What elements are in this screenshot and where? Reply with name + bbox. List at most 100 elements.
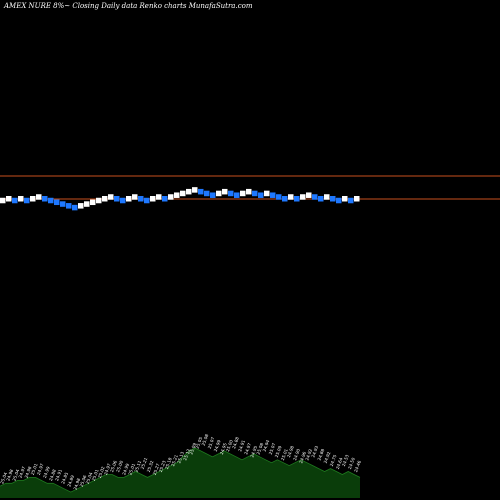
volume-label-5: 25.01 [30, 462, 39, 475]
volume-label-43: 24.94 [262, 439, 271, 452]
brick-9 [54, 199, 60, 206]
volume-label-46: 25.01 [280, 448, 289, 461]
brick-11 [66, 203, 72, 209]
brick-31 [186, 188, 192, 195]
volume-label-33: 25.08 [201, 433, 210, 446]
volume-label-58: 24.46 [353, 460, 362, 473]
brick-27 [162, 196, 168, 202]
brick-6 [36, 194, 42, 200]
volume-label-25: 25.27 [152, 462, 161, 475]
brick-0 [0, 197, 6, 204]
brick-16 [96, 197, 102, 204]
brick-43 [258, 192, 264, 198]
brick-22 [132, 194, 138, 200]
volume-label-48: 24.90 [292, 448, 301, 461]
volume-label-47: 24.98 [286, 445, 295, 458]
volume-label-50: 24.92 [304, 448, 313, 461]
brick-50 [300, 194, 306, 200]
volume-label-28: 25.21 [170, 454, 179, 467]
volume-label-55: 24.64 [335, 457, 344, 470]
volume-label-11: 24.89 [66, 474, 75, 487]
volume-label-38: 24.88 [231, 436, 240, 449]
brick-55 [330, 196, 336, 202]
brick-19 [114, 196, 120, 202]
volume-label-49: 24.96 [298, 451, 307, 464]
brick-7 [42, 196, 48, 202]
brick-18 [108, 194, 114, 200]
volume-label-44: 25.07 [268, 442, 277, 455]
volume-label-32: 25.05 [194, 436, 203, 449]
brick-24 [144, 197, 150, 204]
volume-label-22: 25.11 [133, 460, 142, 473]
volume-label-36: 24.95 [219, 442, 228, 455]
brick-8 [48, 197, 54, 204]
brick-49 [294, 196, 300, 202]
volume-label-4: 24.98 [24, 465, 33, 478]
volume-label-30: 25.12 [182, 448, 191, 461]
volume-label-35: 24.99 [213, 439, 222, 452]
volume-labels: 25.0424.9825.0424.9724.9825.0124.9724.99… [0, 433, 362, 490]
brick-17 [102, 196, 108, 202]
brick-23 [138, 196, 144, 202]
brick-14 [84, 201, 90, 207]
brick-4 [24, 197, 30, 204]
volume-label-2: 25.04 [11, 468, 20, 481]
brick-25 [150, 196, 156, 202]
brick-44 [264, 190, 270, 197]
chart-title: AMEX NURE 8%~ Closing Daily data Renko c… [3, 2, 253, 10]
volume-label-42: 25.08 [256, 442, 265, 455]
brick-20 [120, 197, 126, 204]
volume-label-10: 24.85 [60, 471, 69, 484]
volume-label-13: 25.06 [79, 474, 88, 487]
volume-label-51: 24.93 [310, 445, 319, 458]
brick-35 [210, 192, 216, 198]
volume-label-7: 24.99 [42, 465, 51, 478]
volume-label-34: 25.07 [207, 436, 216, 449]
volume-label-23: 25.21 [140, 457, 149, 470]
volume-label-41: 24.95 [249, 445, 258, 458]
volume-fill [0, 448, 360, 498]
volume-label-26: 25.23 [158, 460, 167, 473]
volume-label-54: 24.75 [329, 454, 338, 467]
brick-3 [18, 196, 24, 202]
brick-40 [240, 190, 246, 197]
brick-21 [126, 196, 132, 202]
brick-12 [72, 204, 78, 211]
volume-label-21: 25.01 [127, 462, 136, 475]
volume-label-17: 24.97 [103, 462, 112, 475]
volume-label-14: 25.04 [85, 471, 94, 484]
brick-54 [324, 194, 330, 200]
brick-42 [252, 190, 258, 197]
renko-bricks [0, 187, 360, 211]
volume-line [0, 447, 361, 493]
volume-label-1: 24.98 [5, 468, 14, 481]
volume-area [0, 447, 361, 498]
brick-28 [168, 194, 174, 200]
reference-lines [0, 175, 500, 200]
volume-label-31: 25.09 [188, 442, 197, 455]
brick-52 [312, 194, 318, 200]
volume-label-45: 25.09 [274, 445, 283, 458]
volume-label-56: 24.53 [341, 454, 350, 467]
brick-57 [342, 196, 348, 202]
volume-label-27: 25.18 [164, 457, 173, 470]
volume-label-39: 24.91 [237, 439, 246, 452]
brick-51 [306, 192, 312, 198]
brick-2 [12, 197, 18, 204]
brick-58 [348, 197, 354, 204]
brick-46 [276, 194, 282, 200]
volume-label-6: 24.97 [36, 462, 45, 475]
volume-label-16: 25.02 [97, 465, 106, 478]
volume-label-15: 25.01 [91, 468, 100, 481]
volume-label-20: 24.99 [121, 462, 130, 475]
volume-label-12: 24.98 [72, 477, 81, 490]
volume-label-8: 24.88 [48, 468, 57, 481]
brick-10 [60, 201, 66, 207]
volume-label-37: 25.00 [225, 439, 234, 452]
brick-37 [222, 188, 228, 195]
brick-33 [198, 188, 204, 195]
volume-label-53: 24.92 [323, 451, 332, 464]
brick-13 [78, 203, 84, 209]
